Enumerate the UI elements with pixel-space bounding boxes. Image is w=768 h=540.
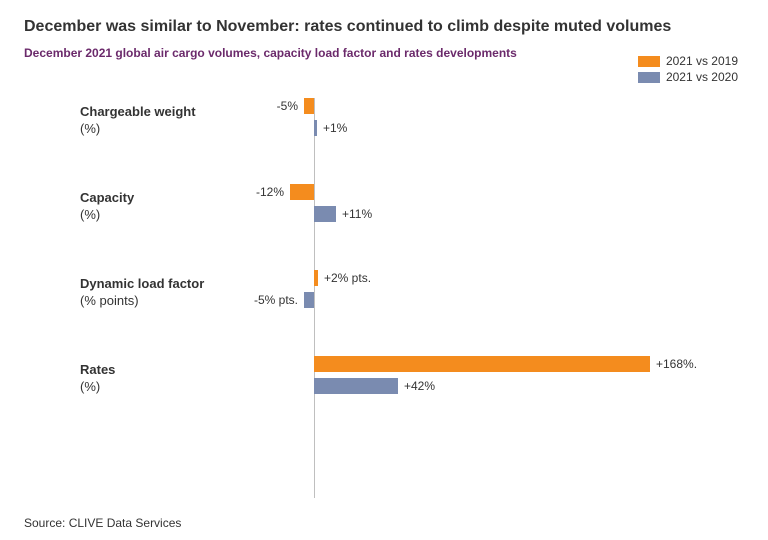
legend-label-2020: 2021 vs 2020 [666,70,738,84]
category-name: Capacity [80,190,134,205]
bar-2019 [314,270,318,286]
value-label-2020: +1% [323,121,347,135]
category-name: Chargeable weight [80,104,196,119]
bar-2019 [290,184,314,200]
category-label: Rates (%) [80,362,270,395]
legend-label-2019: 2021 vs 2019 [666,54,738,68]
category-name: Dynamic load factor [80,276,204,291]
bar-2020 [314,206,336,222]
legend-swatch-2019 [638,56,660,67]
bar-chart: Chargeable weight (%) -5% +1% Capacity (%) -12… [24,98,744,498]
chart-row: Capacity (%) -12% +11% [24,184,744,270]
value-label-2019: -5% [277,99,298,113]
bar-2020 [314,120,317,136]
bar-2019 [304,98,314,114]
value-label-2019: -12% [256,185,284,199]
legend: 2021 vs 2019 2021 vs 2020 [638,54,738,86]
chart-row: Dynamic load factor (% points) +2% pts. -5%… [24,270,744,356]
chart-subtitle: December 2021 global air cargo volumes, … [24,46,744,60]
value-label-2020: -5% pts. [254,293,298,307]
category-unit: (%) [80,379,100,394]
category-label: Capacity (%) [80,190,270,223]
value-label-2019: +2% pts. [324,271,371,285]
chart-title: December was similar to November: rates … [24,18,744,36]
bar-2020 [314,378,398,394]
chart-row: Chargeable weight (%) -5% +1% [24,98,744,184]
value-label-2020: +11% [342,207,372,221]
value-label-2019: +168%. [656,357,697,371]
category-label: Dynamic load factor (% points) [80,276,270,309]
legend-item-2019: 2021 vs 2019 [638,54,738,68]
legend-item-2020: 2021 vs 2020 [638,70,738,84]
category-unit: (%) [80,207,100,222]
category-label: Chargeable weight (%) [80,104,270,137]
value-label-2020: +42% [404,379,435,393]
chart-row: Rates (%) +168%. +42% [24,356,744,442]
bar-2019 [314,356,650,372]
bar-2020 [304,292,314,308]
category-name: Rates [80,362,115,377]
category-unit: (% points) [80,293,139,308]
legend-swatch-2020 [638,72,660,83]
category-unit: (%) [80,121,100,136]
source-text: Source: CLIVE Data Services [24,516,181,530]
